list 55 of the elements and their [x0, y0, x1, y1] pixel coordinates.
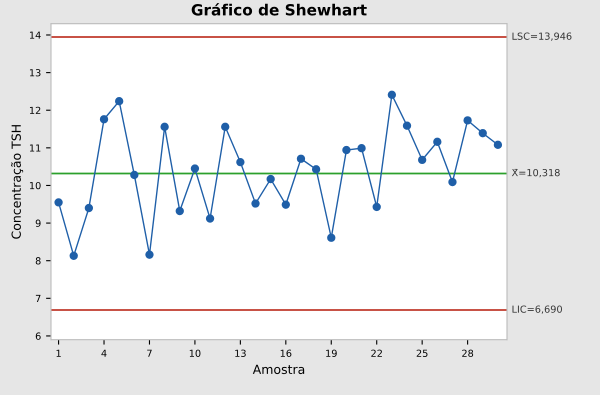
point — [70, 252, 78, 260]
ref-line-label: LIC=6,690 — [512, 305, 562, 314]
x-tick-label: 1 — [56, 350, 61, 357]
y-axis-title: Concentração TSH — [11, 125, 24, 239]
point — [115, 97, 124, 106]
point — [448, 178, 457, 186]
point — [433, 138, 442, 146]
x-tick-label: 13 — [235, 350, 246, 357]
point — [54, 198, 63, 207]
y-tick-label: 10 — [30, 182, 41, 190]
y-tick-label: 7 — [36, 294, 40, 302]
y-tick-label: 6 — [36, 332, 41, 340]
x-axis-title: Amostra — [252, 364, 304, 374]
x-tick-label: 25 — [416, 350, 428, 357]
point — [463, 116, 472, 125]
point — [221, 122, 230, 131]
y-tick-label: 12 — [30, 106, 40, 114]
point — [478, 129, 487, 138]
point — [296, 154, 306, 163]
point — [342, 146, 351, 154]
point — [236, 158, 245, 166]
x-tick-label: 4 — [101, 350, 107, 357]
y-tick-label: 8 — [36, 257, 41, 265]
point — [282, 200, 290, 209]
point — [160, 122, 169, 131]
point — [372, 202, 381, 212]
x-tick-label: 16 — [280, 350, 292, 357]
x-tick-label: 28 — [462, 350, 474, 357]
point — [190, 164, 200, 173]
ref-line-label: LSC=13,946 — [512, 32, 572, 41]
point — [327, 234, 336, 242]
x-tick-label: 19 — [326, 350, 337, 357]
point — [100, 115, 108, 124]
y-tick-label: 11 — [30, 144, 40, 152]
point — [145, 250, 154, 259]
point — [251, 199, 260, 208]
x-tick-label: 7 — [147, 350, 152, 357]
point — [494, 140, 502, 149]
point — [357, 144, 366, 152]
point — [418, 156, 426, 164]
point — [312, 165, 320, 174]
point — [206, 214, 214, 223]
y-tick-label: 9 — [36, 220, 41, 227]
x-tick-label: 10 — [190, 350, 200, 357]
chart-title: Gráfico de Shewhart — [192, 3, 367, 16]
point — [388, 90, 396, 99]
point — [266, 174, 275, 184]
y-tick-label: 13 — [30, 69, 40, 76]
point — [84, 204, 94, 212]
point — [402, 121, 412, 130]
x-tick-label: 22 — [371, 350, 382, 357]
point — [130, 170, 138, 180]
point — [176, 206, 184, 216]
ref-line-label: X̄=10,318 — [512, 168, 560, 178]
y-tick-label: 14 — [30, 32, 41, 39]
